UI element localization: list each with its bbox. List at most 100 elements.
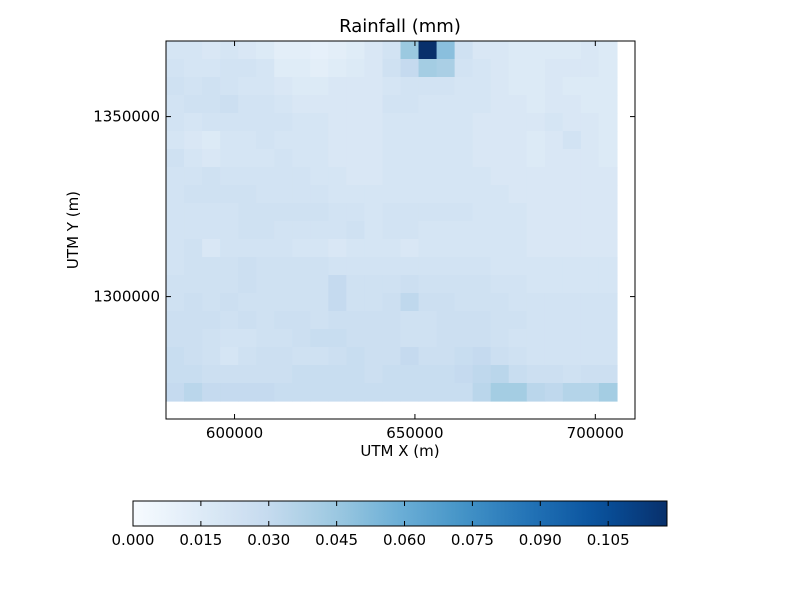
heatmap-cell <box>274 77 293 96</box>
heatmap-cell <box>166 239 185 258</box>
heatmap-cell <box>580 59 600 78</box>
heatmap-cell <box>292 95 311 114</box>
heatmap-cell <box>436 131 456 150</box>
heatmap-cell <box>562 293 582 312</box>
heatmap-cell <box>256 131 275 150</box>
heatmap-cell <box>274 383 293 402</box>
heatmap-cell <box>256 365 275 384</box>
heatmap-cell <box>436 41 456 60</box>
heatmap-cell <box>454 239 474 258</box>
colorbar-ticks: 0.000 0.015 0.030 0.045 0.060 0.075 0.090 0.105 <box>112 501 630 549</box>
heatmap-cell <box>202 275 221 294</box>
heatmap-cell <box>292 167 311 186</box>
heatmap-cell <box>238 365 257 384</box>
heatmap-cell <box>544 41 564 60</box>
heatmap-cell <box>202 167 221 186</box>
heatmap-cell <box>382 293 402 312</box>
heatmap-cell <box>202 41 221 60</box>
heatmap-cell <box>166 185 185 204</box>
heatmap-cell <box>526 275 546 294</box>
heatmap-cell <box>202 95 221 114</box>
heatmap-cell <box>382 239 402 258</box>
heatmap-cell <box>328 347 347 366</box>
heatmap-cell <box>400 167 420 186</box>
heatmap-cell <box>472 149 492 168</box>
heatmap-cell <box>382 329 402 348</box>
heatmap-cell <box>220 293 239 312</box>
heatmap-cell <box>562 59 582 78</box>
heatmap-cell <box>364 203 384 222</box>
heatmap-cell <box>526 131 546 150</box>
heatmap-cell <box>310 131 329 150</box>
heatmap-cell <box>418 167 438 186</box>
heatmap-cell <box>256 311 275 330</box>
heatmap-cell <box>382 59 402 78</box>
heatmap-cell <box>256 185 275 204</box>
heatmap-cell <box>202 257 221 276</box>
heatmap-cell <box>328 167 347 186</box>
heatmap-cell <box>580 293 600 312</box>
heatmap-cell <box>310 365 329 384</box>
heatmap-cell <box>346 95 366 114</box>
heatmap-cell <box>202 311 221 330</box>
heatmap-cell <box>598 41 618 60</box>
heatmap-cell <box>256 329 275 348</box>
heatmap-cell <box>184 167 203 186</box>
heatmap-cell <box>310 41 329 60</box>
heatmap-cell <box>598 311 618 330</box>
heatmap-cell <box>400 59 420 78</box>
heatmap-cell <box>490 95 510 114</box>
heatmap-cell <box>436 365 456 384</box>
heatmap-cell <box>454 347 474 366</box>
heatmap-cell <box>328 59 347 78</box>
y-tick-label: 1300000 <box>93 288 160 306</box>
heatmap-cell <box>544 275 564 294</box>
heatmap-cell <box>166 329 185 348</box>
heatmap-cell <box>328 311 347 330</box>
heatmap-cell <box>238 311 257 330</box>
heatmap-cell <box>526 185 546 204</box>
heatmap-cell <box>166 221 185 240</box>
heatmap-cell <box>400 77 420 96</box>
heatmap-cell <box>364 365 384 384</box>
heatmap-cell <box>310 167 329 186</box>
heatmap-cell <box>580 239 600 258</box>
heatmap-cell <box>364 383 384 402</box>
heatmap-cell <box>256 239 275 258</box>
heatmap-cell <box>364 329 384 348</box>
heatmap-cell <box>274 347 293 366</box>
heatmap-cell <box>364 149 384 168</box>
heatmap-cell <box>184 203 203 222</box>
heatmap-cell <box>490 383 510 402</box>
heatmap-cell <box>166 149 185 168</box>
heatmap-cell <box>184 41 203 60</box>
heatmap-cell <box>346 383 366 402</box>
heatmap-cell <box>184 365 203 384</box>
heatmap-cell <box>328 221 347 240</box>
heatmap-cell <box>562 347 582 366</box>
heatmap-cell <box>508 221 528 240</box>
heatmap-cell <box>490 365 510 384</box>
heatmap-cell <box>166 275 185 294</box>
heatmap-cell <box>364 275 384 294</box>
heatmap-cell <box>220 239 239 258</box>
heatmap-cell <box>346 329 366 348</box>
heatmap-cell <box>184 329 203 348</box>
heatmap-cell <box>328 275 347 294</box>
heatmap-cell <box>328 77 347 96</box>
heatmap-cell <box>490 77 510 96</box>
heatmap-cell <box>418 311 438 330</box>
heatmap-cell <box>526 95 546 114</box>
heatmap-cell <box>184 293 203 312</box>
heatmap-cell <box>436 329 456 348</box>
heatmap-cell <box>436 239 456 258</box>
heatmap-cell <box>382 203 402 222</box>
heatmap-cell <box>472 167 492 186</box>
heatmap-cell <box>562 311 582 330</box>
heatmap-cell <box>292 59 311 78</box>
heatmap-cell <box>292 347 311 366</box>
x-axis: 600000 650000 700000 <box>206 41 624 442</box>
heatmap-cell <box>310 311 329 330</box>
heatmap-cell <box>202 113 221 132</box>
heatmap-cell <box>400 275 420 294</box>
